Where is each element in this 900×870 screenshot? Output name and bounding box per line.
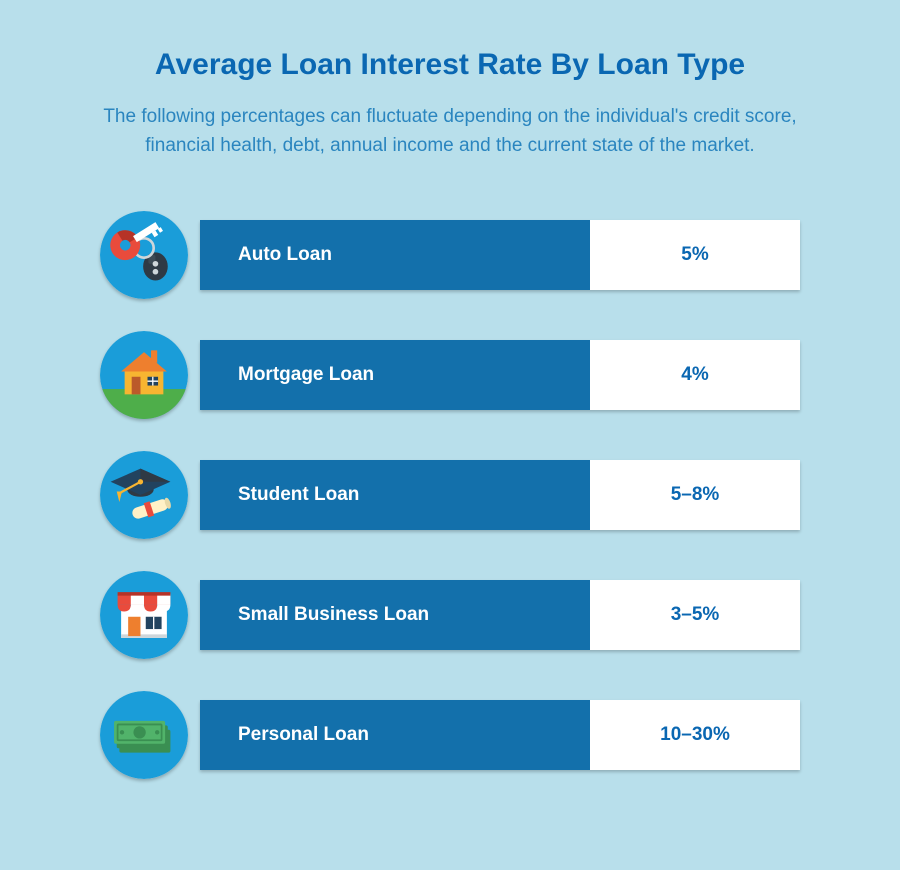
grad-cap-icon [100, 451, 188, 539]
bar-value: 5–8% [590, 460, 800, 530]
row-student-loan: Student Loan 5–8% [100, 451, 800, 539]
bar: Student Loan 5–8% [200, 460, 800, 530]
page-subtitle: The following percentages can fluctuate … [80, 102, 820, 161]
bar: Personal Loan 10–30% [200, 700, 800, 770]
bar-label: Auto Loan [200, 220, 590, 290]
shop-icon [100, 571, 188, 659]
bar: Small Business Loan 3–5% [200, 580, 800, 650]
bar-label: Small Business Loan [200, 580, 590, 650]
bar-value: 10–30% [590, 700, 800, 770]
bar-label: Personal Loan [200, 700, 590, 770]
row-small-business-loan: Small Business Loan 3–5% [100, 571, 800, 659]
row-personal-loan: Personal Loan 10–30% [100, 691, 800, 779]
row-auto-loan: Auto Loan 5% [100, 211, 800, 299]
loan-rows: Auto Loan 5% Mortgage L [100, 211, 800, 779]
bar: Mortgage Loan 4% [200, 340, 800, 410]
bar-label: Mortgage Loan [200, 340, 590, 410]
bar-value: 4% [590, 340, 800, 410]
page-title: Average Loan Interest Rate By Loan Type [70, 48, 830, 82]
bar-value: 5% [590, 220, 800, 290]
bar-label: Student Loan [200, 460, 590, 530]
cash-icon [100, 691, 188, 779]
row-mortgage-loan: Mortgage Loan 4% [100, 331, 800, 419]
bar: Auto Loan 5% [200, 220, 800, 290]
infographic-canvas: Average Loan Interest Rate By Loan Type … [0, 0, 900, 870]
house-icon [100, 331, 188, 419]
car-key-icon [100, 211, 188, 299]
bar-value: 3–5% [590, 580, 800, 650]
